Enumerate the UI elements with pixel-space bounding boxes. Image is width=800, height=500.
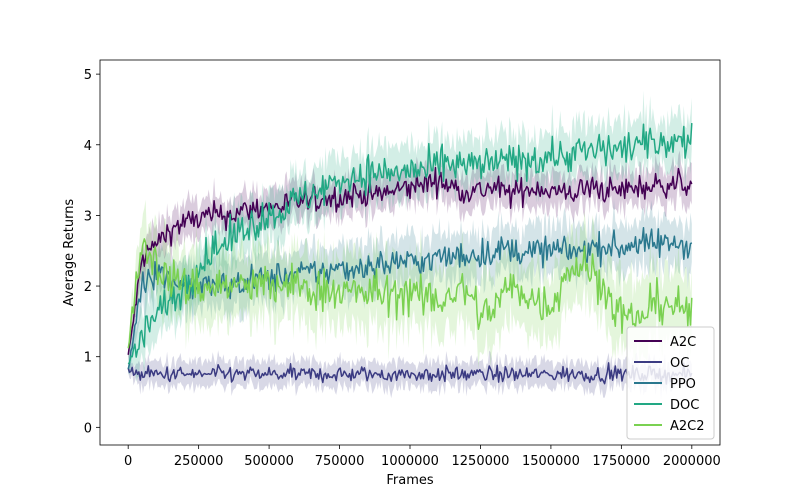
line-oc xyxy=(127,362,693,385)
legend-label-oc: OC xyxy=(670,356,689,371)
x-tick-label: 1750000 xyxy=(592,454,650,469)
x-tick-label: 250000 xyxy=(174,454,224,469)
x-tick-label: 1000000 xyxy=(381,454,439,469)
x-tick-label: 2000000 xyxy=(663,454,721,469)
line-a2c xyxy=(127,166,693,355)
line-ppo xyxy=(127,226,693,369)
y-tick-label: 5 xyxy=(84,68,92,83)
x-tick-label: 750000 xyxy=(315,454,365,469)
y-tick-label: 0 xyxy=(84,421,92,436)
y-tick-label: 4 xyxy=(84,139,92,154)
legend: A2C OC PPO DOC A2C2 xyxy=(626,326,715,440)
y-tick-label: 1 xyxy=(84,351,92,366)
series-lines xyxy=(127,123,693,385)
x-tick-label: 0 xyxy=(124,454,132,469)
line-a2c2 xyxy=(127,238,693,349)
x-tick-label: 1500000 xyxy=(522,454,580,469)
x-tick-label: 500000 xyxy=(244,454,294,469)
line-doc xyxy=(127,123,693,365)
legend-label-a2c2: A2C2 xyxy=(670,419,705,434)
x-axis-label: Frames xyxy=(386,473,434,488)
x-axis-ticks: 0 250000 500000 750000 1000000 1250000 1500000… xyxy=(124,445,721,469)
band-ppo xyxy=(128,199,692,374)
x-tick-label: 1250000 xyxy=(452,454,510,469)
y-axis-label: Average Returns xyxy=(62,199,77,307)
legend-box xyxy=(626,326,715,440)
legend-label-doc: DOC xyxy=(670,398,699,413)
legend-label-ppo: PPO xyxy=(670,377,696,392)
y-tick-label: 2 xyxy=(84,280,92,295)
legend-label-a2c: A2C xyxy=(670,335,696,350)
band-doc xyxy=(128,90,692,382)
y-tick-label: 3 xyxy=(84,209,92,224)
y-axis-ticks: 0 1 2 3 4 5 xyxy=(84,68,100,436)
